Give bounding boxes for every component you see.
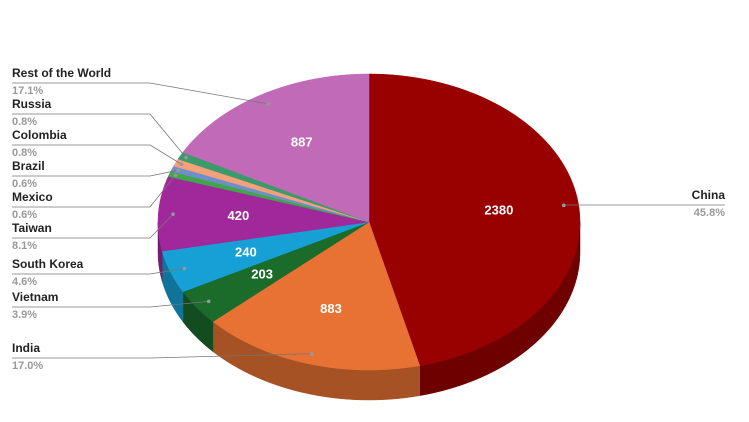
leader-dot: [171, 212, 175, 216]
leader-line: [12, 169, 179, 177]
category-label: China: [692, 188, 726, 202]
leader-dot: [182, 266, 187, 271]
leader-line: [12, 353, 313, 359]
pie-slice: [182, 221, 370, 322]
leader-dot: [184, 155, 188, 160]
pie-tops: [157, 73, 581, 371]
leader-dot: [266, 102, 270, 106]
leader-dot: [176, 168, 180, 172]
percent-label: 0.6%: [12, 178, 37, 190]
category-label: South Korea: [12, 257, 84, 271]
value-label: 203: [251, 266, 273, 281]
pie-slice: [157, 176, 370, 252]
value-label: 887: [291, 135, 313, 150]
category-label: Taiwan: [12, 221, 52, 235]
leader-dot: [173, 173, 178, 178]
category-label: India: [12, 341, 40, 355]
value-label: 240: [235, 244, 257, 259]
pie-sides: [157, 221, 581, 401]
category-label: Mexico: [12, 190, 53, 204]
leader-line: [12, 213, 174, 239]
leader-line: [12, 175, 176, 208]
category-label: Colombia: [12, 128, 67, 142]
leader-line: [12, 144, 182, 165]
percent-label: 45.8%: [694, 207, 725, 219]
percent-label: 17.1%: [12, 85, 43, 97]
percent-label: 0.8%: [12, 147, 37, 159]
percent-label: 0.8%: [12, 116, 37, 128]
category-label: Rest of the World: [12, 66, 111, 80]
percent-label: 17.0%: [12, 360, 43, 372]
leader-dot: [179, 162, 184, 167]
category-label: Vietnam: [12, 290, 58, 304]
pie-slice: [212, 221, 421, 371]
value-label: 2380: [484, 202, 513, 217]
pie-slice: [182, 73, 370, 223]
leader-line: [12, 300, 209, 308]
category-label: Russia: [12, 97, 52, 111]
percent-label: 4.6%: [12, 276, 37, 288]
value-label: 420: [228, 208, 250, 223]
pie-slice: [368, 73, 581, 366]
percent-label: 0.6%: [12, 209, 37, 221]
leader-line: [12, 82, 269, 105]
leader-dot: [206, 299, 211, 304]
pie-slice: [161, 221, 370, 293]
percent-label: 3.9%: [12, 309, 37, 321]
leader-dot: [561, 203, 566, 208]
leader-line: [12, 268, 185, 275]
percent-label: 8.1%: [12, 240, 37, 252]
leader-line: [12, 113, 187, 158]
category-label: Brazil: [12, 159, 45, 173]
value-label: 883: [320, 301, 342, 316]
leader-dot: [310, 351, 314, 356]
